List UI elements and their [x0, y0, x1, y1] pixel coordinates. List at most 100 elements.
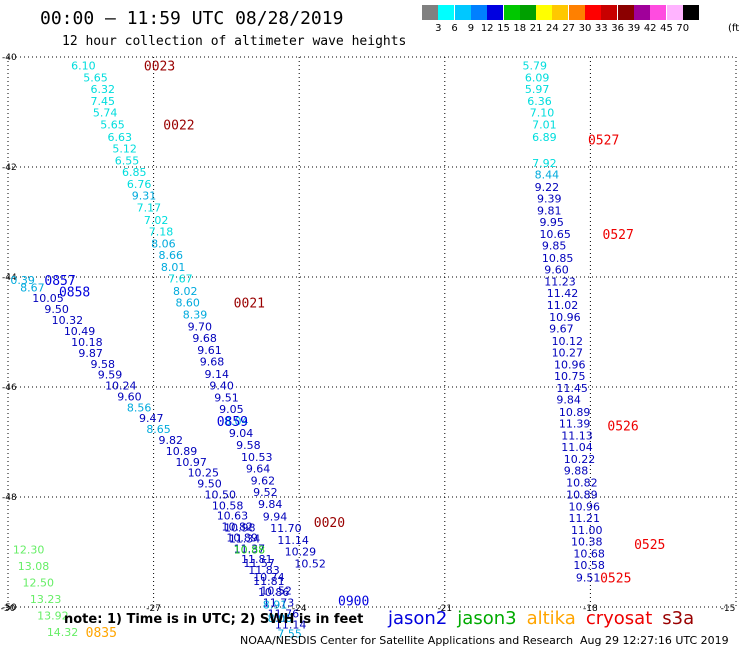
pass-time-label: 0526	[607, 420, 638, 435]
wave-height-value: 10.89	[566, 488, 598, 501]
wave-height-value: 8.39	[183, 308, 208, 321]
wave-height-value: 10.96	[549, 311, 581, 324]
pass-time-label: 0020	[314, 516, 345, 531]
credit-text: NOAA/NESDIS Center for Satellite Applica…	[240, 634, 574, 647]
wave-height-value: 11.76	[268, 608, 300, 621]
wave-height-value: 6.85	[122, 166, 147, 179]
wave-height-value: 11.14	[275, 619, 307, 632]
wave-height-value: 6.09	[525, 71, 550, 84]
legend-swatch	[503, 5, 520, 20]
wave-height-value: 11.02	[547, 299, 579, 312]
wave-height-value: 10.52	[260, 585, 292, 598]
wave-height-value: 5.74	[93, 107, 118, 120]
pass-time-label: 0858	[59, 285, 90, 300]
wave-height-value: 9.64	[246, 462, 271, 475]
wave-height-value: 7.55	[277, 627, 302, 640]
pass-time-label: 0835	[86, 626, 117, 641]
wave-height-value: 5.65	[83, 71, 108, 84]
legend-label: 42	[643, 23, 657, 34]
wave-height-value: 11.83	[248, 564, 279, 577]
satellite-cryosat: cryosat	[585, 608, 653, 629]
wave-height-value: 8.01	[161, 261, 186, 274]
wave-height-value: 7.02	[144, 214, 169, 227]
wave-height-value: 10.82	[566, 477, 598, 490]
wave-height-value: 10.29	[285, 545, 317, 558]
wave-height-value: 8.65	[146, 423, 171, 436]
track-jason2-0857: 0.398.6710.059.5010.3210.4910.189.879.58…	[10, 274, 306, 632]
wave-height-value: 9.51	[214, 391, 239, 404]
wave-height-value: 11.70	[270, 522, 302, 535]
wave-height-value: 6.32	[91, 83, 116, 96]
legend-swatch	[585, 5, 601, 20]
legend-label: 27	[562, 23, 576, 34]
wave-height-value: 13.92	[37, 609, 68, 622]
wave-height-value: 8.66	[158, 249, 183, 262]
wave-height-value: 9.88	[564, 465, 589, 478]
wave-height-value: 10.32	[52, 314, 84, 327]
wave-height-value: 9.81	[537, 204, 562, 217]
wave-height-value: 5.97	[525, 83, 550, 96]
pass-time-label: 0525	[634, 538, 665, 553]
x-tick-label: -18	[583, 604, 598, 614]
wave-height-value: 9.58	[91, 358, 116, 371]
wave-height-value: 9.50	[44, 303, 69, 316]
wave-height-value: 10.96	[554, 358, 586, 371]
legend-label: 15	[497, 23, 510, 34]
wave-height-value: 12.50	[23, 576, 54, 589]
wave-height-value: 9.84	[556, 394, 581, 407]
pass-time-label: 0859	[217, 415, 248, 430]
wave-height-value: 9.04	[229, 427, 254, 440]
legend-unit: (ft)	[728, 23, 740, 34]
legend-swatch	[682, 5, 699, 20]
wave-height-value: 7.01	[532, 119, 557, 132]
wave-height-value: 5.65	[100, 119, 125, 132]
wave-height-value: 11.57	[243, 557, 274, 570]
wave-height-value: 10.58	[212, 499, 244, 512]
wave-height-value: 11.14	[277, 534, 309, 547]
wave-height-value: 9.94	[263, 510, 288, 523]
wave-height-value: 11.13	[561, 429, 593, 442]
legend-swatch	[422, 5, 438, 20]
legend-label: 30	[578, 23, 592, 34]
wave-height-value: 9.40	[209, 379, 234, 392]
wave-height-value: 9.84	[258, 498, 283, 511]
legend-label: 45	[660, 23, 673, 34]
wave-height-value: 10.96	[569, 500, 601, 513]
wave-height-value: 9.61	[197, 344, 222, 357]
wave-height-value: 7.45	[91, 95, 116, 108]
wave-height-value: 11.81	[241, 553, 273, 566]
y-tick-label: -44	[2, 273, 17, 283]
legend-label: 33	[594, 23, 608, 34]
wave-height-value: 10.65	[539, 228, 571, 241]
wave-height-value: 8.04	[224, 415, 249, 428]
legend-label: 24	[546, 23, 559, 34]
pass-time-label: 0023	[144, 59, 175, 74]
legend-swatch	[536, 5, 553, 20]
satellite-jason2: jason2	[388, 608, 448, 629]
legend-label: 3	[435, 23, 442, 34]
wave-height-value: 10.74	[253, 571, 284, 584]
wave-height-value: 10.53	[241, 451, 273, 464]
wave-height-value: 9.39	[537, 192, 562, 205]
wave-height-value: 11.04	[561, 441, 593, 454]
axis-tick-labels: -30 -27 -24 -21 -18 -15 -40 -42 -44 -46 -48 -50	[1, 53, 736, 614]
wave-height-value: 10.58	[573, 559, 605, 572]
wave-height-value: 9.87	[78, 347, 103, 360]
wave-height-value: 14.32	[47, 626, 79, 639]
track-jason3-0835: 12.30 13.08 12.50 13.23 13.92 14.32	[13, 543, 78, 639]
page-title: 00:00 — 11:59 UTC 08/28/2019	[40, 8, 344, 29]
pass-time-label: 0900	[338, 594, 369, 609]
wave-height-value: 9.05	[219, 403, 244, 416]
legend-swatch	[519, 5, 536, 20]
legend-label: 70	[676, 23, 690, 34]
wave-height-value: 10.22	[564, 453, 596, 466]
generated-timestamp: Aug 29 12:27:16 UTC 2019	[580, 634, 729, 647]
wave-height-value: 13.08	[18, 560, 49, 573]
wave-height-value: 9.31	[132, 190, 157, 203]
wave-height-value: 10.27	[552, 346, 584, 359]
legend-label: 12	[480, 23, 494, 34]
wave-height-value: 10.89	[226, 532, 258, 545]
legend-label: 39	[627, 23, 641, 34]
wave-height-value: 0.39	[10, 274, 35, 287]
